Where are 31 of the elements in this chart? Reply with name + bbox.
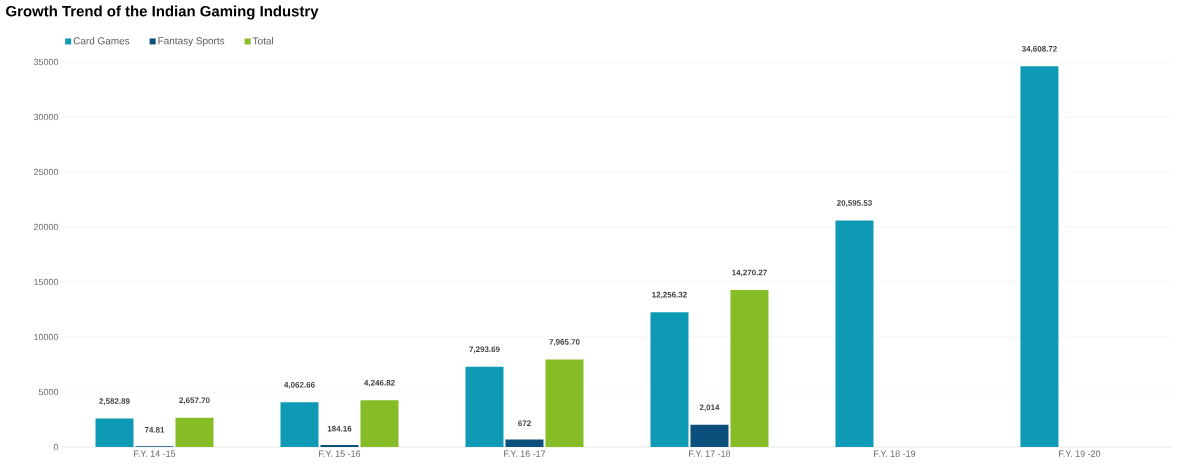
bar bbox=[835, 220, 874, 447]
bar bbox=[95, 418, 134, 447]
legend-label: Fantasy Sports bbox=[158, 37, 225, 47]
y-tick-label: 30000 bbox=[33, 113, 59, 121]
legend-label: Card Games bbox=[73, 37, 130, 45]
bar bbox=[730, 290, 769, 447]
bar bbox=[175, 417, 214, 447]
bar bbox=[505, 439, 544, 447]
y-tick-label: 5000 bbox=[38, 388, 59, 396]
legend-label: Total bbox=[252, 37, 274, 45]
bar bbox=[320, 444, 359, 447]
bar bbox=[650, 312, 689, 447]
x-tick-label: F.Y. 17 -18 bbox=[689, 450, 731, 457]
bar bbox=[280, 402, 319, 447]
y-tick-label: 35000 bbox=[33, 58, 59, 66]
x-tick-label: F.Y. 18 -19 bbox=[874, 450, 916, 457]
x-tick-label: F.Y. 15 -16 bbox=[319, 450, 361, 457]
y-tick-label: 10000 bbox=[34, 333, 59, 341]
bar bbox=[360, 400, 399, 447]
chart-title: Growth Trend of the Indian Gaming Industry bbox=[6, 5, 319, 20]
bar bbox=[1020, 66, 1059, 447]
bar bbox=[545, 359, 584, 447]
x-tick-label: F.Y. 19 -20 bbox=[1059, 450, 1101, 457]
y-tick-label: 0 bbox=[53, 443, 59, 451]
bar bbox=[690, 424, 729, 447]
x-tick-label: F.Y. 16 -17 bbox=[504, 450, 546, 457]
y-tick-label: 25000 bbox=[34, 168, 59, 176]
x-tick-label: F.Y. 14 -15 bbox=[134, 450, 176, 457]
y-tick-label: 20000 bbox=[34, 223, 59, 231]
y-tick-label: 15000 bbox=[34, 278, 59, 286]
bar bbox=[465, 366, 504, 447]
